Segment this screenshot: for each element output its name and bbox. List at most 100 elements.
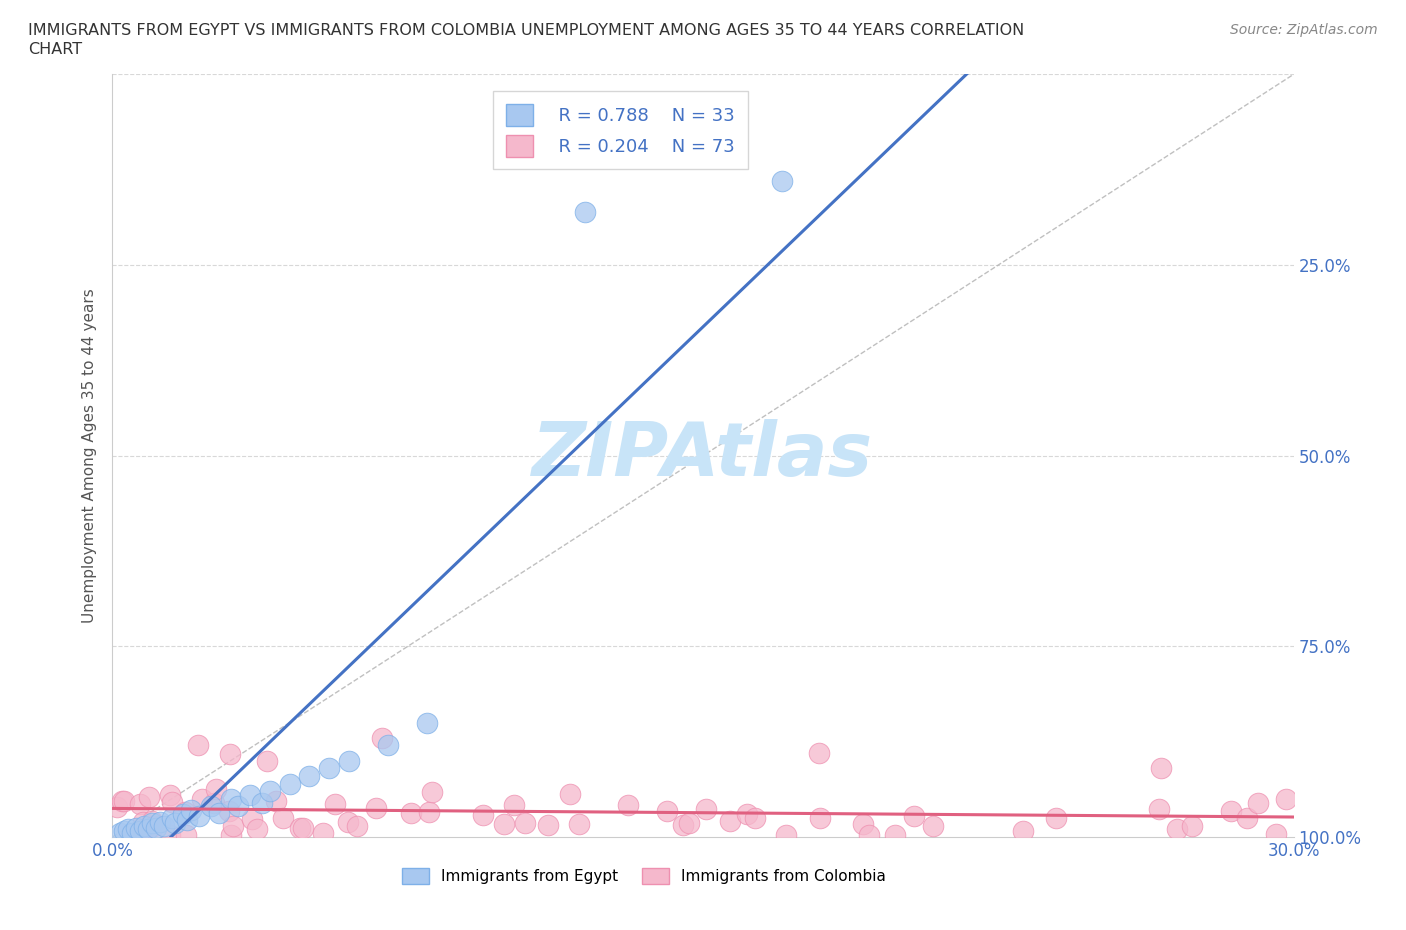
Point (159, 828, 181, 843)
Point (346, 818, 368, 833)
Point (371, 730, 394, 745)
Point (366, 801, 388, 816)
Point (202, 795, 225, 810)
Point (1147, 802, 1170, 817)
Point (337, 753, 360, 768)
Point (173, 804, 195, 819)
Point (471, 807, 494, 822)
Point (245, 821, 267, 836)
Point (807, 746, 830, 761)
Point (271, 810, 294, 825)
Point (266, 793, 288, 808)
Point (420, 784, 443, 799)
Y-axis label: Unemployment Among Ages 35 to 44 years: Unemployment Among Ages 35 to 44 years (82, 288, 97, 623)
Point (250, 795, 273, 810)
Point (1045, 810, 1067, 825)
Point (657, 804, 679, 818)
Point (228, 799, 250, 814)
Point (1220, 804, 1243, 819)
Point (191, 792, 214, 807)
Point (560, 786, 582, 801)
Point (165, 816, 187, 830)
Point (172, 806, 194, 821)
Point (162, 794, 184, 809)
Point (416, 715, 439, 730)
Point (672, 818, 695, 833)
Point (112, 823, 135, 838)
Point (494, 817, 516, 831)
Point (288, 820, 311, 835)
Point (219, 746, 242, 761)
Point (111, 793, 134, 808)
Point (616, 798, 638, 813)
Point (695, 802, 717, 817)
Point (399, 805, 422, 820)
Point (903, 808, 925, 823)
Point (143, 818, 166, 833)
Point (222, 818, 245, 833)
Text: CHART: CHART (28, 42, 82, 57)
Point (1236, 811, 1258, 826)
Point (138, 790, 160, 804)
Text: ZIPAtlas: ZIPAtlas (533, 419, 873, 492)
Point (117, 822, 139, 837)
Point (278, 777, 301, 791)
Point (503, 798, 526, 813)
Point (852, 817, 875, 831)
Point (218, 804, 240, 819)
Point (136, 822, 159, 837)
Point (1181, 818, 1204, 833)
Point (1012, 823, 1035, 838)
Point (259, 784, 281, 799)
Text: IMMIGRANTS FROM EGYPT VS IMMIGRANTS FROM COLOMBIA UNEMPLOYMENT AMONG AGES 35 TO : IMMIGRANTS FROM EGYPT VS IMMIGRANTS FROM… (28, 23, 1025, 38)
Text: Source: ZipAtlas.com: Source: ZipAtlas.com (1230, 23, 1378, 37)
Point (240, 812, 263, 827)
Point (219, 791, 242, 806)
Point (188, 808, 211, 823)
Point (129, 823, 152, 838)
Point (312, 826, 335, 841)
Point (323, 796, 346, 811)
Point (174, 828, 197, 843)
Point (318, 761, 340, 776)
Point (718, 814, 741, 829)
Point (858, 828, 880, 843)
Point (418, 804, 440, 819)
Point (568, 816, 591, 830)
Point (121, 826, 143, 841)
Point (921, 818, 943, 833)
Point (180, 803, 202, 817)
Point (132, 815, 155, 830)
Point (204, 782, 226, 797)
Point (152, 818, 174, 833)
Point (744, 810, 766, 825)
Point (186, 738, 208, 753)
Point (775, 828, 797, 843)
Point (298, 768, 321, 783)
Point (884, 828, 907, 843)
Point (770, 174, 793, 189)
Point (1247, 796, 1270, 811)
Point (1166, 821, 1188, 836)
Point (513, 816, 536, 830)
Point (112, 793, 135, 808)
Point (176, 813, 198, 828)
Point (1264, 827, 1286, 842)
Point (136, 820, 159, 835)
Point (256, 753, 278, 768)
Point (160, 811, 183, 826)
Point (208, 805, 231, 820)
Point (574, 205, 596, 219)
Point (129, 796, 152, 811)
Point (1150, 761, 1173, 776)
Point (219, 828, 242, 843)
Point (125, 820, 148, 835)
Point (105, 800, 128, 815)
Point (200, 799, 222, 814)
Point (239, 788, 262, 803)
Point (735, 806, 758, 821)
Point (377, 738, 399, 753)
Point (145, 820, 167, 835)
Legend: Immigrants from Egypt, Immigrants from Colombia: Immigrants from Egypt, Immigrants from C… (395, 862, 893, 890)
Point (141, 814, 163, 829)
